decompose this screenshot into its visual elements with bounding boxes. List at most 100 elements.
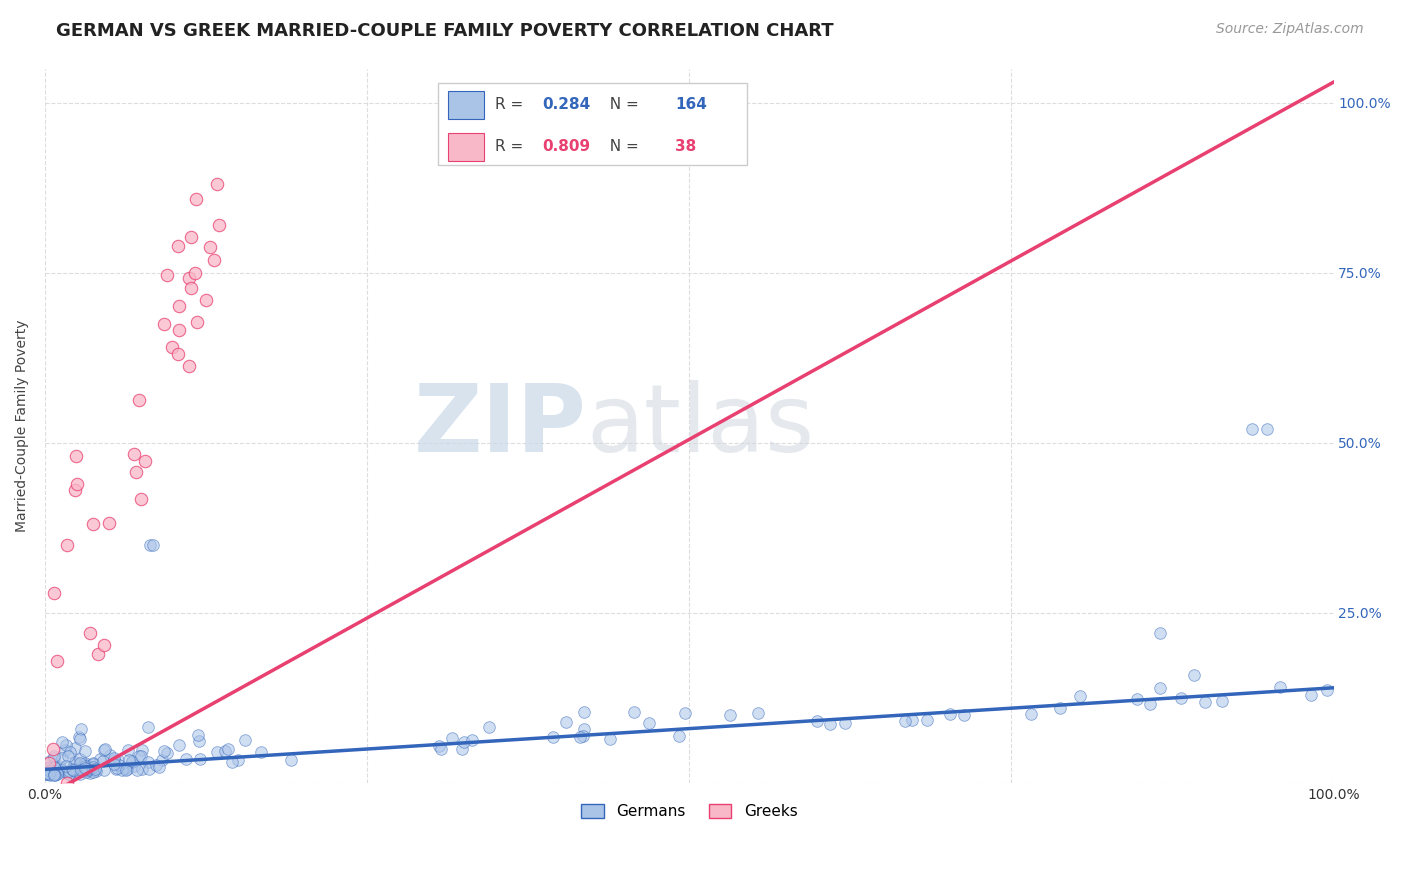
Point — [572, 705, 595, 719]
Point — [177, 271, 200, 285]
Point — [82, 760, 104, 774]
Point — [180, 281, 202, 295]
Point — [152, 744, 174, 758]
Point — [38, 764, 60, 778]
Point — [953, 708, 976, 723]
Point — [668, 729, 690, 743]
Point — [93, 764, 115, 778]
Point — [66, 476, 89, 491]
Point — [37, 763, 59, 777]
Point — [939, 707, 962, 722]
Text: R =: R = — [495, 139, 527, 154]
Point — [139, 538, 162, 552]
Point — [39, 754, 62, 768]
Point — [569, 731, 592, 745]
Point — [118, 753, 141, 767]
Point — [894, 714, 917, 728]
Point — [58, 766, 80, 780]
Point — [111, 764, 134, 778]
Point — [136, 720, 159, 734]
Point — [65, 450, 87, 464]
Point — [76, 762, 98, 776]
Point — [138, 762, 160, 776]
Point — [121, 754, 143, 768]
Point — [75, 764, 97, 779]
Point — [114, 761, 136, 775]
Legend: Germans, Greeks: Germans, Greeks — [575, 798, 803, 825]
Point — [56, 538, 79, 552]
Point — [1194, 695, 1216, 709]
Point — [156, 268, 179, 282]
Point — [174, 752, 197, 766]
Point — [124, 759, 146, 773]
Point — [145, 758, 167, 772]
Point — [107, 753, 129, 767]
Point — [125, 465, 148, 479]
Point — [131, 763, 153, 777]
Point — [117, 743, 139, 757]
Point — [42, 768, 65, 782]
Point — [73, 763, 96, 777]
Point — [1182, 668, 1205, 682]
Point — [103, 754, 125, 768]
Point — [186, 315, 208, 329]
Point — [1049, 701, 1071, 715]
Point — [105, 761, 128, 775]
Point — [56, 776, 79, 790]
Point — [94, 742, 117, 756]
Point — [221, 755, 243, 769]
Point — [70, 763, 93, 777]
Point — [108, 758, 131, 772]
Point — [187, 728, 209, 742]
Point — [148, 760, 170, 774]
Point — [1021, 706, 1043, 721]
Point — [55, 738, 77, 752]
Point — [55, 758, 77, 772]
Point — [430, 742, 453, 756]
Point — [834, 716, 856, 731]
Point — [79, 766, 101, 780]
Point — [35, 767, 58, 781]
Point — [83, 763, 105, 777]
Point — [1211, 693, 1233, 707]
Point — [45, 654, 67, 668]
Point — [129, 492, 152, 507]
Point — [93, 743, 115, 757]
Point — [44, 750, 66, 764]
Point — [747, 706, 769, 720]
Point — [72, 763, 94, 777]
Point — [37, 761, 59, 775]
Point — [58, 767, 80, 781]
Point — [51, 751, 73, 765]
FancyBboxPatch shape — [449, 91, 484, 120]
Point — [42, 767, 65, 781]
Point — [42, 760, 65, 774]
Point — [1149, 625, 1171, 640]
Point — [1316, 683, 1339, 698]
Point — [1170, 690, 1192, 705]
Point — [217, 742, 239, 756]
Point — [129, 748, 152, 763]
Point — [62, 764, 84, 778]
Point — [73, 744, 96, 758]
Point — [235, 733, 257, 747]
Point — [69, 756, 91, 771]
Point — [177, 359, 200, 373]
Point — [79, 763, 101, 777]
Point — [91, 754, 114, 768]
Point — [638, 715, 661, 730]
Point — [69, 752, 91, 766]
Point — [160, 340, 183, 354]
Text: atlas: atlas — [586, 380, 814, 472]
FancyBboxPatch shape — [439, 83, 747, 165]
Point — [207, 745, 229, 759]
Text: 0.284: 0.284 — [543, 97, 591, 112]
Point — [128, 393, 150, 408]
Point — [188, 752, 211, 766]
Point — [675, 706, 697, 720]
Point — [39, 765, 62, 780]
Point — [35, 767, 58, 781]
Point — [208, 218, 231, 232]
Point — [451, 741, 474, 756]
Point — [73, 759, 96, 773]
